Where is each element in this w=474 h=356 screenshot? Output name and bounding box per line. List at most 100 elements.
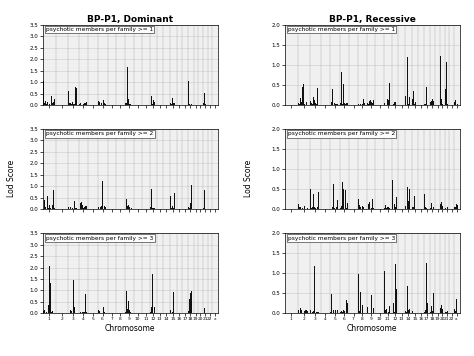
Bar xyxy=(174,103,175,105)
Bar xyxy=(94,198,95,209)
Bar xyxy=(337,310,338,313)
Bar xyxy=(99,312,100,313)
Bar xyxy=(173,292,174,313)
Bar xyxy=(332,207,333,209)
Bar xyxy=(81,203,82,209)
Bar xyxy=(326,291,327,313)
Bar xyxy=(301,102,302,105)
Bar xyxy=(209,91,210,105)
Bar xyxy=(151,189,152,209)
Bar xyxy=(125,103,126,105)
Bar xyxy=(407,57,408,105)
Bar xyxy=(314,206,315,209)
Bar xyxy=(318,312,319,313)
Bar xyxy=(327,104,328,105)
Bar xyxy=(314,266,315,313)
Bar xyxy=(136,206,137,209)
Bar xyxy=(437,208,438,209)
Bar xyxy=(76,88,77,105)
Bar xyxy=(405,96,406,105)
Bar xyxy=(170,103,171,105)
Bar xyxy=(190,293,191,313)
Bar xyxy=(342,312,343,313)
Bar xyxy=(127,67,128,105)
Bar xyxy=(355,208,356,209)
Bar xyxy=(405,206,406,209)
Bar xyxy=(91,104,92,105)
Bar xyxy=(355,98,356,105)
Bar xyxy=(105,208,106,209)
Bar xyxy=(432,99,433,105)
Bar xyxy=(209,312,210,313)
Bar xyxy=(126,199,127,209)
Bar xyxy=(340,312,341,313)
Bar xyxy=(71,104,72,105)
Bar xyxy=(445,89,446,105)
Bar xyxy=(167,201,168,209)
Bar xyxy=(179,101,180,105)
Bar xyxy=(147,312,148,313)
Bar xyxy=(179,312,180,313)
Bar xyxy=(419,310,420,313)
Bar xyxy=(333,310,334,313)
Bar xyxy=(125,312,126,313)
Bar xyxy=(394,102,395,105)
Bar xyxy=(395,207,396,209)
Bar xyxy=(347,303,348,313)
Bar xyxy=(164,309,165,313)
Bar xyxy=(73,280,74,313)
Title: BP-P1, Recessive: BP-P1, Recessive xyxy=(328,15,416,24)
Bar xyxy=(384,103,385,105)
Bar xyxy=(415,102,416,105)
Bar xyxy=(126,103,127,105)
Bar xyxy=(183,93,184,105)
Bar xyxy=(343,310,344,313)
Bar xyxy=(56,308,57,313)
Bar xyxy=(91,180,92,209)
Bar xyxy=(302,87,303,105)
Bar xyxy=(441,202,442,209)
Bar xyxy=(290,60,291,105)
Bar xyxy=(151,96,152,105)
Bar xyxy=(184,207,185,209)
Bar xyxy=(70,208,71,209)
Bar xyxy=(43,82,44,105)
Bar xyxy=(304,311,305,313)
Bar xyxy=(386,309,387,313)
Bar xyxy=(290,311,291,313)
Bar xyxy=(104,312,105,313)
Bar xyxy=(433,208,434,209)
Bar xyxy=(170,309,171,313)
Bar xyxy=(171,208,172,209)
Bar xyxy=(359,311,360,313)
Bar xyxy=(326,101,327,105)
Bar xyxy=(371,102,372,105)
Bar xyxy=(64,294,65,313)
Bar xyxy=(291,193,292,209)
Bar xyxy=(371,208,372,209)
Bar xyxy=(337,104,338,105)
Bar xyxy=(360,104,361,105)
Bar xyxy=(56,102,57,105)
Bar xyxy=(52,311,53,313)
Bar xyxy=(180,104,181,105)
Bar xyxy=(72,102,73,105)
Bar xyxy=(154,208,155,209)
Bar xyxy=(360,207,361,209)
Bar xyxy=(128,205,129,209)
Bar xyxy=(184,104,185,105)
Bar xyxy=(342,104,343,105)
Bar xyxy=(70,310,71,313)
Bar xyxy=(150,206,151,209)
Bar xyxy=(164,207,165,209)
Bar xyxy=(369,201,370,209)
Bar xyxy=(302,208,303,209)
Bar xyxy=(446,312,447,313)
Bar xyxy=(153,100,154,105)
Bar xyxy=(114,311,115,313)
Bar xyxy=(440,204,441,209)
Bar xyxy=(167,312,168,313)
Bar xyxy=(128,300,129,313)
Bar xyxy=(121,312,122,313)
Bar xyxy=(53,190,54,209)
